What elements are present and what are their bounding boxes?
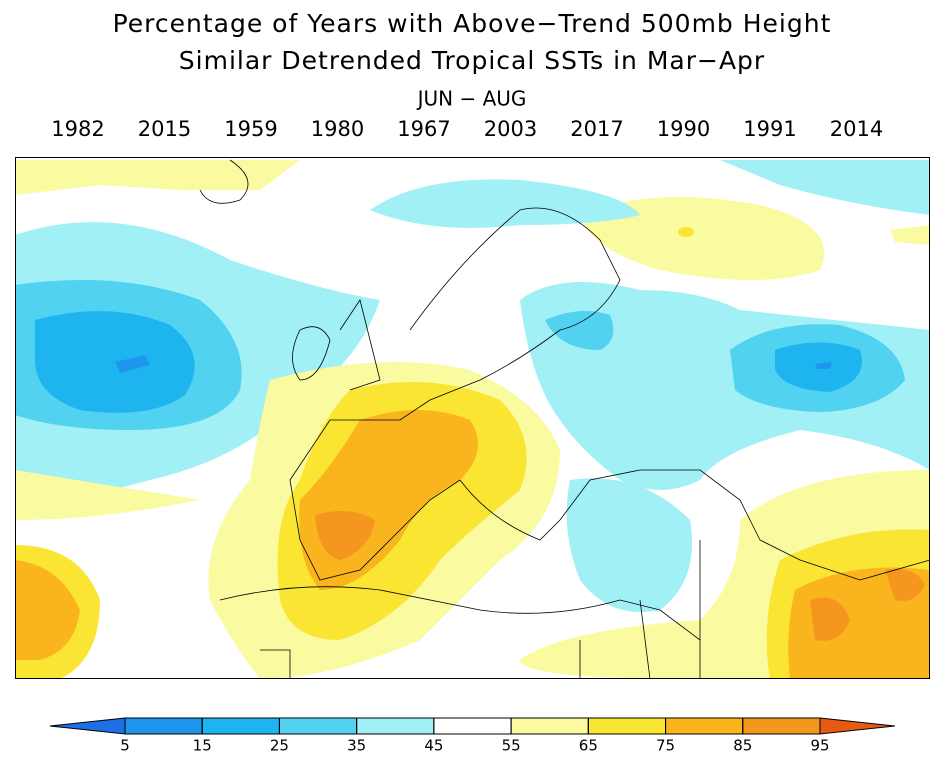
analog-year: 2014 — [830, 117, 883, 141]
contour — [815, 362, 832, 369]
analog-year: 2017 — [570, 117, 623, 141]
colorbar-label: 15 — [193, 737, 212, 755]
contour — [890, 225, 930, 245]
contour — [720, 160, 930, 215]
colorbar-segment — [278, 717, 358, 735]
colorbar-segment — [665, 717, 744, 735]
contour — [545, 311, 614, 350]
colorbar-segment — [356, 717, 435, 735]
analog-year: 1980 — [311, 117, 364, 141]
colorbar-end — [49, 717, 126, 735]
analog-year: 1982 — [51, 117, 104, 141]
colorbar-label: 55 — [502, 737, 521, 755]
colorbar-segment — [201, 717, 280, 735]
title-line: Similar Detrended Tropical SSTs in Mar−A… — [179, 46, 765, 75]
contour — [885, 569, 925, 601]
colorbar-segment — [433, 717, 512, 735]
analog-year: 1991 — [743, 117, 796, 141]
analog-year: 1967 — [397, 117, 450, 141]
contour — [315, 511, 375, 560]
title-line: Percentage of Years with Above−Trend 500… — [113, 9, 832, 38]
colorbar-label: 25 — [270, 737, 289, 755]
colorbar-label: 35 — [347, 737, 366, 755]
analog-year: 1959 — [224, 117, 277, 141]
contour — [15, 160, 300, 195]
analog-year: 2015 — [138, 117, 191, 141]
contour — [810, 597, 850, 641]
colorbar-segment — [124, 717, 203, 735]
colorbar-label: 95 — [810, 737, 829, 755]
contour — [115, 355, 150, 373]
colorbar-segment — [510, 717, 589, 735]
season: JUN − AUG — [416, 87, 527, 111]
contour — [678, 227, 694, 237]
colorbar-label: 75 — [656, 737, 675, 755]
colorbar-label: 45 — [424, 737, 443, 755]
contour — [35, 311, 195, 413]
colorbar-segment — [742, 717, 821, 735]
contour — [580, 197, 824, 280]
contour — [370, 179, 640, 228]
analog-year: 2003 — [484, 117, 537, 141]
map — [15, 157, 930, 679]
contour — [15, 470, 200, 520]
colorbar-label: 5 — [120, 737, 130, 755]
analog-year: 1990 — [657, 117, 710, 141]
contour — [15, 560, 80, 660]
colorbar-end — [819, 717, 896, 735]
contour — [566, 478, 692, 612]
colorbar-label: 85 — [733, 737, 752, 755]
colorbar-segment — [587, 717, 667, 735]
colorbar: 5 15 25 35 45 55 65 75 85 95 — [49, 717, 896, 755]
colorbar-label: 65 — [579, 737, 598, 755]
coastline — [199, 159, 930, 679]
